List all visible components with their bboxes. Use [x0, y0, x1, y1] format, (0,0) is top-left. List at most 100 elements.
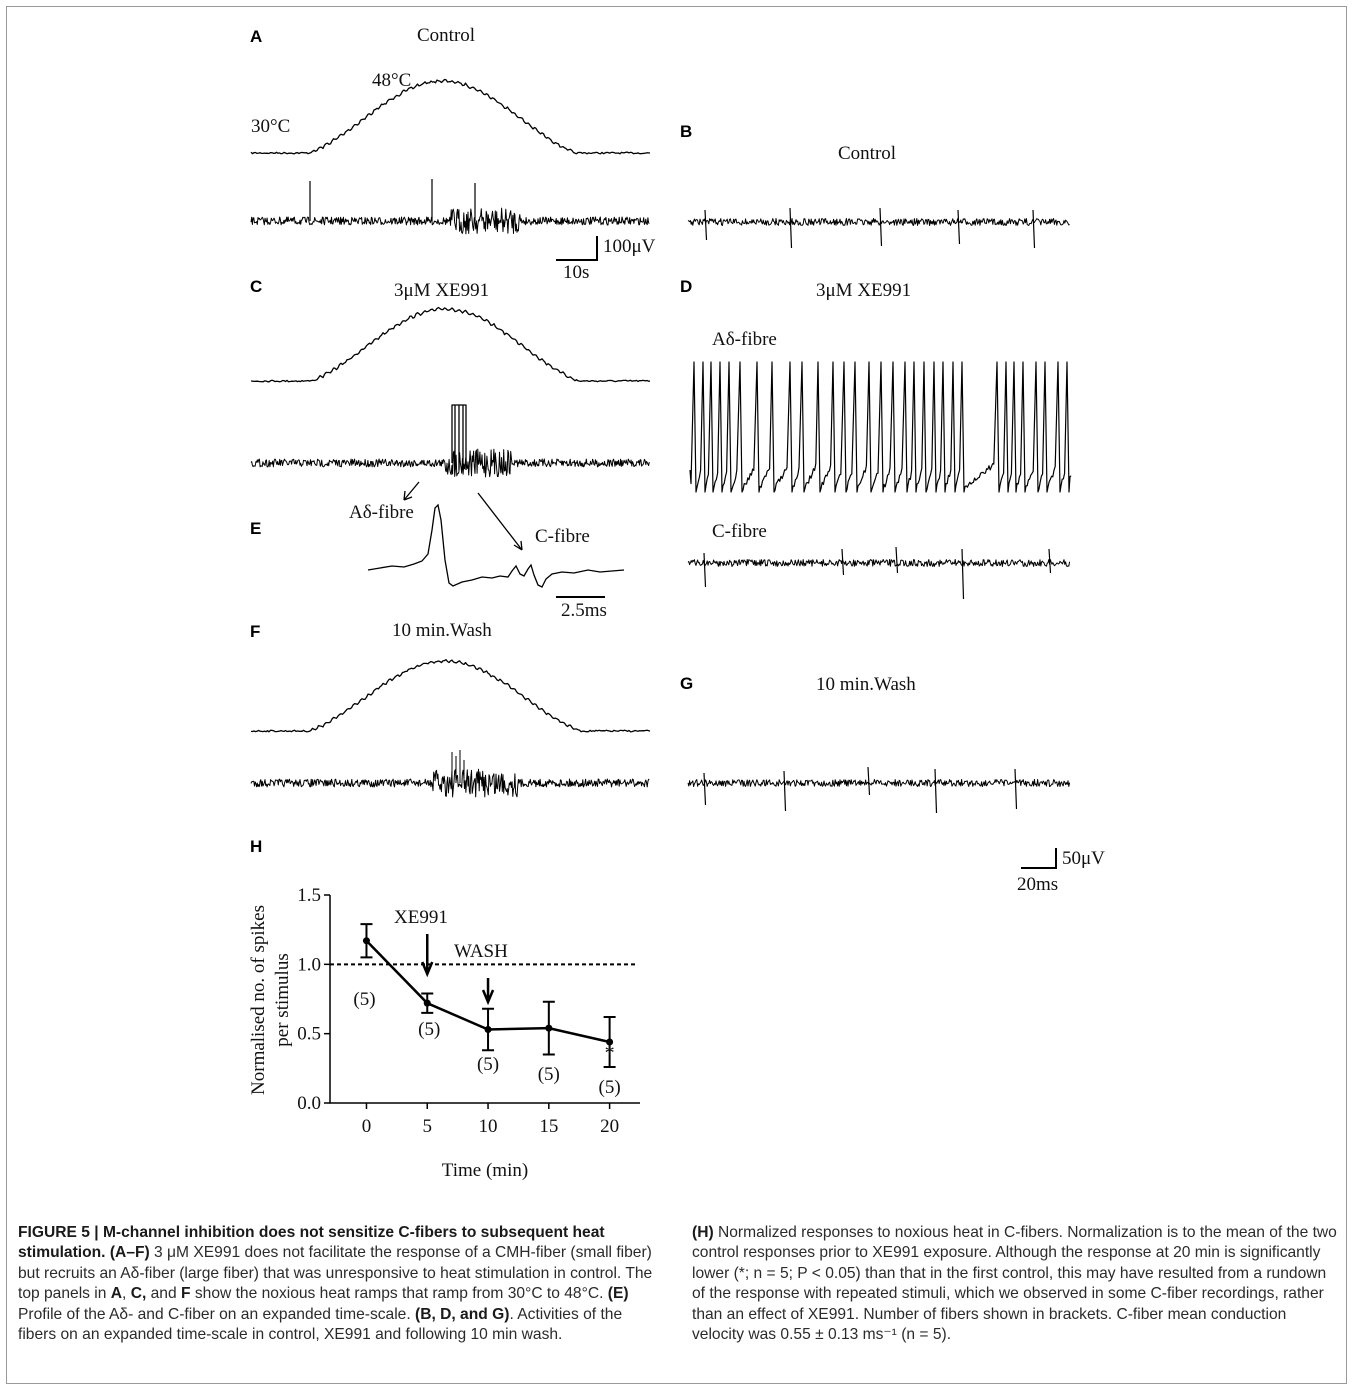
panel-g-title: 10 min.Wash	[816, 674, 916, 695]
caption-label-e: (E)	[607, 1285, 629, 1303]
panel-f-burst	[451, 750, 465, 783]
wash-annotation: WASH	[454, 941, 508, 962]
caption-text-5: Normalized responses to noxious heat in …	[692, 1224, 1337, 1344]
significance-mark: *	[605, 1042, 615, 1064]
panel-g-trace-spike	[703, 772, 707, 806]
adelta-arrow	[403, 481, 420, 501]
panel-b-trace-spike	[879, 207, 883, 247]
panel-d-adelta-trace	[689, 361, 1072, 493]
panel-d-title: 3μM XE991	[816, 280, 911, 301]
chart-ylabel-line-2: per stimulus	[272, 953, 293, 1046]
scalebar-slow	[556, 236, 598, 261]
panel-e-c-label: C-fibre	[535, 526, 590, 547]
y-tick-label: 0.5	[297, 1024, 321, 1045]
x-tick-label: 5	[423, 1116, 433, 1137]
panel-c-heat-ramp	[250, 306, 651, 383]
panel-d-c-fibre-trace-spike	[703, 552, 707, 588]
y-tick-label: 0.0	[297, 1093, 321, 1114]
caption-sep: ,	[122, 1285, 131, 1303]
caption-label-h: (H)	[692, 1224, 714, 1241]
caption-text-1: 3 μM XE991 does not facilitate the respo…	[18, 1244, 653, 1303]
temp-peak-label: 48°C	[372, 70, 411, 91]
x-tick-label: 10	[479, 1116, 498, 1137]
scalebar-fast-voltage: 50μV	[1062, 848, 1105, 869]
panel-g-trace-spike	[934, 768, 938, 814]
n-label: (5)	[477, 1054, 499, 1075]
x-tick-label: 20	[600, 1116, 619, 1137]
panel-e-adelta-label: Aδ-fibre	[349, 502, 414, 523]
panel-letter-b: B	[680, 122, 692, 141]
panel-a-spike-train	[250, 207, 650, 235]
caption-label-a-f: (A–F)	[109, 1244, 150, 1262]
chart-ylabel-line-1: Normalised no. of spikes	[248, 905, 269, 1095]
panel-d-adelta-label: Aδ-fibre	[712, 329, 777, 350]
caption-text-2: show the noxious heat ramps that ramp fr…	[190, 1285, 608, 1303]
n-label: (5)	[538, 1064, 560, 1085]
panel-b-title: Control	[838, 143, 896, 164]
panel-a-title: Control	[417, 25, 475, 46]
chart-xlabel: Time (min)	[442, 1160, 528, 1181]
caption-right: (H) Normalized responses to noxious heat…	[692, 1223, 1337, 1345]
caption-ref-a: A	[110, 1285, 123, 1303]
panel-c-burst	[451, 404, 467, 470]
panel-b-trace	[687, 218, 1070, 226]
xe991-arrow	[421, 934, 434, 978]
panel-g-trace	[687, 779, 1071, 787]
panel-d-c-fibre-trace-spike	[961, 548, 965, 600]
panel-g-trace-spike	[1014, 768, 1018, 810]
caption-text-3: Profile of the Aδ- and C-fiber on an exp…	[18, 1305, 416, 1323]
panel-g-trace-spike	[783, 770, 787, 812]
temp-start-label: 30°C	[251, 116, 290, 137]
panel-letter-c: C	[250, 277, 262, 296]
panel-d-c-fibre-trace-spike	[1048, 548, 1052, 574]
data-point	[606, 1038, 614, 1046]
caption-ref-c: C,	[130, 1285, 147, 1303]
panel-letter-a: A	[250, 27, 262, 46]
panel-d-c-fibre-trace-spike	[895, 546, 899, 574]
scalebar-slow-time: 10s	[563, 262, 589, 283]
wash-arrow	[481, 978, 495, 1006]
panel-e-waveform	[367, 503, 625, 588]
x-tick-label: 0	[362, 1116, 372, 1137]
caption-text-4: . Activities of the fibers on an expande…	[18, 1305, 623, 1344]
caption-ref-f: F	[180, 1285, 191, 1303]
panel-letter-h: H	[250, 837, 262, 856]
scalebar-fast	[1021, 848, 1057, 869]
n-label: (5)	[418, 1019, 440, 1040]
c-fibre-arrow	[477, 492, 523, 551]
scalebar-expanded-time: 2.5ms	[561, 600, 607, 621]
n-label: (5)	[599, 1077, 621, 1098]
caption-left: FIGURE 5 | M-channel inhibition does not…	[18, 1223, 653, 1345]
panel-c-title: 3μM XE991	[394, 280, 489, 301]
panel-f-heat-ramp	[250, 659, 651, 733]
caption-label-bdg: (B, D, and G)	[415, 1305, 510, 1323]
panel-b-trace-spike	[789, 207, 793, 249]
y-tick-label: 1.0	[297, 954, 321, 975]
panel-d-c-label: C-fibre	[712, 521, 767, 542]
panel-d-c-fibre-trace-spike	[841, 548, 845, 576]
panel-d-c-fibre-trace	[687, 559, 1071, 567]
panel-f-spike-train	[250, 768, 650, 798]
data-point	[423, 999, 431, 1007]
panel-letter-g: G	[680, 674, 693, 693]
scalebar-slow-voltage: 100μV	[603, 236, 656, 257]
y-tick-label: 1.5	[297, 885, 321, 906]
panel-f-title: 10 min.Wash	[392, 620, 492, 641]
panel-b-trace-spike	[704, 209, 708, 241]
recording-traces	[250, 78, 1072, 814]
figure-5: A B C D E F G H Control 30°C 48°C Contro…	[248, 25, 1105, 1181]
panel-letter-f: F	[250, 622, 260, 641]
xe991-annotation: XE991	[394, 907, 448, 928]
data-point	[484, 1026, 492, 1034]
panel-c-spike-train	[250, 448, 650, 478]
x-tick-label: 15	[539, 1116, 558, 1137]
n-label: (5)	[353, 989, 375, 1010]
data-point	[545, 1024, 553, 1032]
caption-and: and	[146, 1285, 181, 1303]
panel-letter-e: E	[250, 519, 261, 538]
data-point	[362, 937, 370, 945]
panel-b-trace-spike	[957, 209, 961, 245]
scalebar-fast-time: 20ms	[1017, 874, 1058, 895]
panel-a-heat-ramp	[250, 78, 651, 155]
panel-b-trace-spike	[1032, 209, 1036, 249]
